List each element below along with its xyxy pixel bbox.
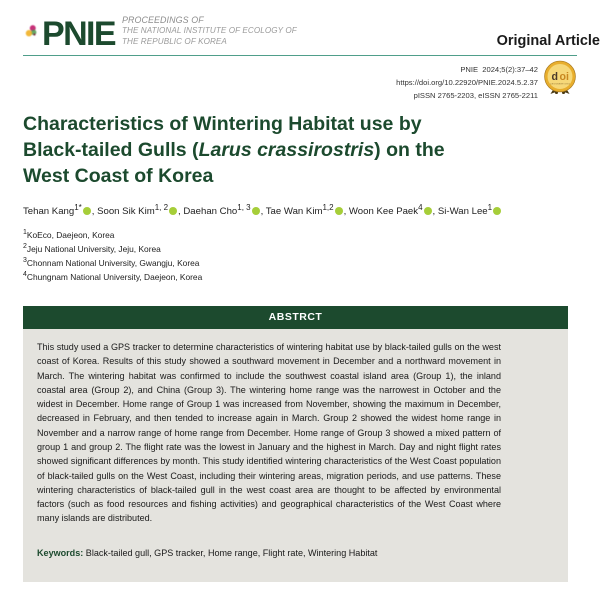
svg-text:CROSSREF.ORG: CROSSREF.ORG [550,83,570,85]
svg-text:oi: oi [560,71,569,83]
svg-text:d: d [551,71,557,83]
